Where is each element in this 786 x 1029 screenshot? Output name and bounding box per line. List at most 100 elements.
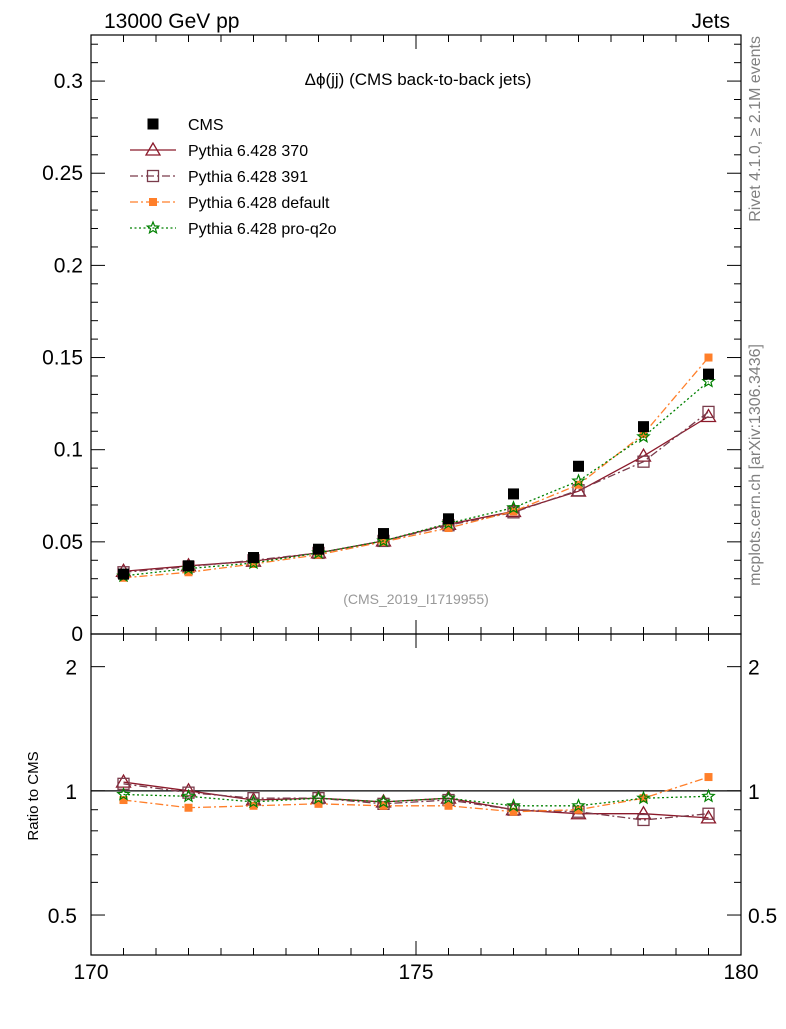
legend-label-cms: CMS [188, 117, 224, 134]
main-series-line-pythia-6-428-default [123, 357, 709, 579]
main-point-cms [573, 460, 584, 472]
legend-label-pythia-6-428-370: Pythia 6.428 370 [188, 143, 308, 160]
x-tick-label: 180 [723, 961, 758, 984]
main-point-pythia-6-428-default [184, 568, 193, 577]
main-series-line-pythia-6-428-370 [123, 415, 709, 572]
ratio-series-pythia-6-428-pro-q2o [116, 786, 716, 812]
legend-marker-cms [147, 118, 159, 130]
ratio-point-pythia-6-428-370 [180, 782, 197, 797]
ratio-point-pythia-6-428-pro-q2o [246, 794, 261, 809]
main-y-tick-label: 0.2 [54, 254, 83, 277]
ratio-series-pythia-6-428-370 [115, 773, 717, 824]
ratio-y-tick-label-right: 1 [748, 781, 760, 804]
ratio-point-pythia-6-428-default [509, 807, 518, 816]
main-series-pythia-6-428-pro-q2o [116, 373, 716, 583]
main-point-pythia-6-428-default [314, 550, 323, 559]
ratio-point-pythia-6-428-391 [702, 807, 715, 820]
ratio-series-line-pythia-6-428-pro-q2o [123, 793, 709, 807]
ratio-point-pythia-6-428-default [379, 801, 388, 810]
ratio-point-pythia-6-428-pro-q2o [181, 788, 196, 803]
main-series-pythia-6-428-391 [117, 405, 715, 579]
main-point-cms [508, 488, 519, 500]
x-tick-label: 175 [398, 961, 433, 984]
main-point-pythia-6-428-default [704, 353, 713, 362]
main-point-pythia-6-428-default [379, 537, 388, 546]
ratio-point-pythia-6-428-370 [700, 809, 717, 824]
main-point-pythia-6-428-default [444, 524, 453, 533]
main-point-pythia-6-428-default [509, 507, 518, 516]
ratio-point-pythia-6-428-default [639, 794, 648, 803]
main-point-cms [118, 568, 129, 580]
main-point-cms [638, 421, 649, 433]
main-y-tick-label: 0.25 [42, 162, 83, 185]
ratio-point-pythia-6-428-pro-q2o [311, 790, 326, 805]
ratio-y-tick-label: 2 [65, 657, 77, 680]
main-y-tick-label: 0.1 [54, 439, 83, 462]
ratio-point-pythia-6-428-default [184, 803, 193, 812]
ratio-series-line-pythia-6-428-default [123, 776, 709, 813]
ratio-y-tick-label: 0.5 [48, 905, 77, 928]
ratio-point-pythia-6-428-391 [637, 813, 650, 827]
ratio-point-pythia-6-428-pro-q2o [376, 794, 391, 809]
ratio-point-pythia-6-428-default [704, 773, 713, 782]
legend-item-pythia-6-428-pro-q2o: Pythia 6.428 pro-q2o [130, 220, 337, 238]
main-point-pythia-6-428-391 [702, 405, 715, 419]
main-point-pythia-6-428-default [639, 430, 648, 439]
header-right-label: Jets [691, 10, 730, 33]
legend-item-pythia-6-428-370: Pythia 6.428 370 [130, 141, 308, 160]
analysis-label: (CMS_2019_I1719955) [343, 591, 489, 607]
ratio-point-pythia-6-428-pro-q2o [701, 788, 716, 803]
main-point-pythia-6-428-pro-q2o [506, 500, 521, 514]
ratio-y-axis-label: Ratio to CMS [25, 751, 42, 840]
main-point-pythia-6-428-default [249, 559, 258, 568]
header-left-label: 13000 GeV pp [104, 10, 239, 33]
legend-item-pythia-6-428-391: Pythia 6.428 391 [130, 169, 308, 186]
main-y-tick-label: 0.15 [42, 347, 83, 370]
legend-item-pythia-6-428-default: Pythia 6.428 default [130, 195, 330, 212]
ratio-point-pythia-6-428-default [119, 796, 128, 805]
ratio-plot-panel: 0.5 1 2 0.5 1 2 170 175 180 [48, 633, 777, 984]
legend-marker-pythia-6-428-default [149, 198, 157, 206]
main-point-cms [443, 513, 454, 525]
main-point-cms [703, 368, 714, 380]
main-point-pythia-6-428-pro-q2o [636, 429, 651, 443]
legend-marker-pythia-6-428-391 [146, 169, 160, 183]
legend-item-cms: CMS [147, 117, 224, 134]
ratio-point-pythia-6-428-default [574, 805, 583, 814]
ratio-y-tick-label-right: 0.5 [748, 905, 777, 928]
ratio-series-pythia-6-428-default [119, 773, 713, 816]
ratio-point-pythia-6-428-pro-q2o [506, 798, 521, 812]
main-point-cms [313, 543, 324, 555]
main-series-pythia-6-428-default [119, 353, 713, 582]
x-tick-label: 170 [73, 961, 108, 984]
legend-marker-pythia-6-428-pro-q2o [145, 220, 161, 235]
main-y-tick-label: 0 [71, 623, 83, 646]
ratio-point-pythia-6-428-370 [635, 805, 652, 820]
main-point-pythia-6-428-391 [637, 455, 650, 468]
main-y-tick-label: 0.3 [54, 70, 83, 93]
legend-label-pythia-6-428-default: Pythia 6.428 default [188, 195, 330, 212]
main-point-cms [248, 552, 259, 564]
main-series-line-pythia-6-428-pro-q2o [123, 381, 709, 577]
rivet-version-note: Rivet 4.1.0, ≥ 2.1M events [747, 36, 764, 222]
ratio-y-tick-label: 1 [65, 781, 77, 804]
main-point-pythia-6-428-default [574, 480, 583, 489]
ratio-point-pythia-6-428-pro-q2o [116, 786, 131, 801]
main-point-cms [378, 528, 389, 540]
ratio-series-line-pythia-6-428-391 [123, 783, 709, 821]
main-point-pythia-6-428-370 [700, 408, 717, 423]
main-plot-panel: 0 0.05 0.1 0.15 0.2 0.25 0.3 [42, 34, 742, 646]
chart-title: Δϕ(jj) (CMS back-to-back jets) [305, 70, 532, 89]
ratio-point-pythia-6-428-default [314, 799, 323, 808]
ratio-point-pythia-6-428-pro-q2o [441, 790, 456, 805]
main-series-cms [118, 368, 714, 580]
legend-label-pythia-6-428-pro-q2o: Pythia 6.428 pro-q2o [188, 221, 337, 238]
mcplots-reference-note: mcplots.cern.ch [arXiv:1306.3436] [747, 344, 764, 586]
ratio-point-pythia-6-428-default [444, 801, 453, 810]
ratio-point-pythia-6-428-default [249, 801, 258, 810]
main-series-pythia-6-428-370 [115, 408, 717, 577]
main-point-cms [183, 560, 194, 572]
main-point-pythia-6-428-pro-q2o [571, 473, 586, 488]
